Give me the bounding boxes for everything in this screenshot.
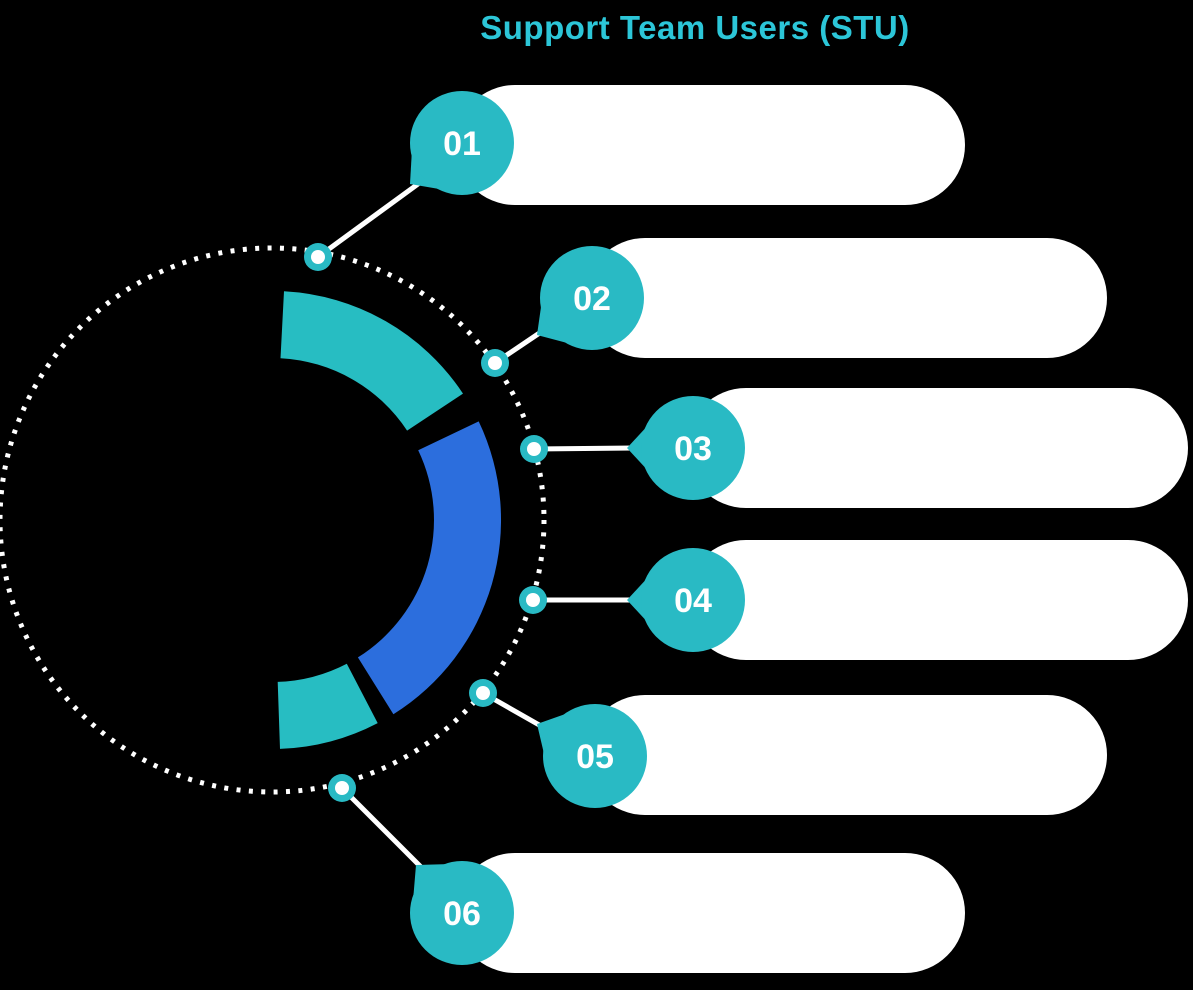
number-bubble: [410, 861, 514, 965]
ring-node-dot-center: [476, 686, 490, 700]
bubble-number-label: 01: [443, 125, 481, 163]
item-pill: [585, 695, 1107, 815]
bubble-number-label: 05: [576, 738, 614, 776]
item-pill: [686, 388, 1188, 508]
item-pill: [585, 238, 1107, 358]
ring-node-dot-center: [335, 781, 349, 795]
connector-line: [315, 181, 421, 260]
ring-segment-bottom: [277, 663, 378, 749]
item-row-05: 05: [469, 679, 1107, 815]
dotted-ring: [0, 245, 547, 795]
item-pill: [455, 85, 965, 205]
item-pill: [686, 540, 1188, 660]
bubble-number-label: 04: [674, 582, 712, 620]
connector-line: [339, 785, 423, 869]
ring-node-dot-center: [311, 250, 325, 264]
number-bubble: [641, 548, 745, 652]
item-row-04: 04: [519, 540, 1188, 660]
bubble-number-label: 02: [573, 280, 611, 318]
number-bubble: [540, 246, 644, 350]
item-row-06: 06: [328, 774, 965, 973]
item-row-03: 03: [520, 388, 1188, 508]
page-title: Support Team Users (STU): [480, 9, 909, 46]
number-bubble: [410, 91, 514, 195]
ring-segment-top: [280, 291, 463, 431]
bubble-number-label: 03: [674, 430, 712, 468]
ring-node-dot-center: [526, 593, 540, 607]
bubble-number-label: 06: [443, 895, 481, 933]
item-row-02: 02: [481, 238, 1107, 377]
item-pill: [455, 853, 965, 973]
number-bubble: [641, 396, 745, 500]
connector-line: [531, 445, 637, 452]
ring-node-dot-center: [488, 356, 502, 370]
item-row-01: 01: [304, 85, 965, 271]
number-bubble: [543, 704, 647, 808]
ring-segment-middle: [357, 421, 502, 715]
ring-node-dot-center: [527, 442, 541, 456]
